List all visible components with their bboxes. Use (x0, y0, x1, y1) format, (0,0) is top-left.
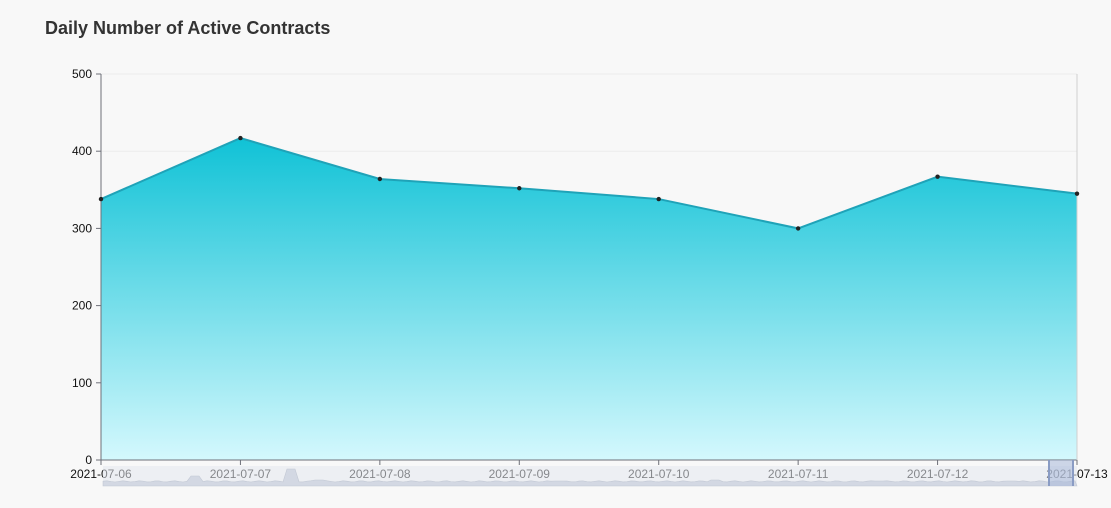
y-tick-label: 300 (72, 221, 92, 235)
data-point[interactable] (517, 186, 521, 190)
y-tick-label: 100 (72, 376, 92, 390)
y-tick-label: 500 (72, 67, 92, 81)
data-point[interactable] (657, 197, 661, 201)
data-point[interactable] (796, 226, 800, 230)
data-point[interactable] (1075, 191, 1079, 195)
data-point[interactable] (935, 174, 939, 178)
area-series (101, 138, 1077, 460)
data-point[interactable] (378, 177, 382, 181)
brush-slider[interactable] (103, 460, 1077, 486)
data-point[interactable] (99, 197, 103, 201)
y-tick-label: 400 (72, 144, 92, 158)
slider-handle-left[interactable] (1048, 460, 1050, 486)
y-tick-label: 200 (72, 299, 92, 313)
slider-handle-right[interactable] (1072, 460, 1074, 486)
y-tick-label: 0 (85, 453, 92, 467)
area-fill (101, 138, 1077, 460)
data-point[interactable] (238, 136, 242, 140)
slider-selection[interactable] (1049, 460, 1073, 486)
